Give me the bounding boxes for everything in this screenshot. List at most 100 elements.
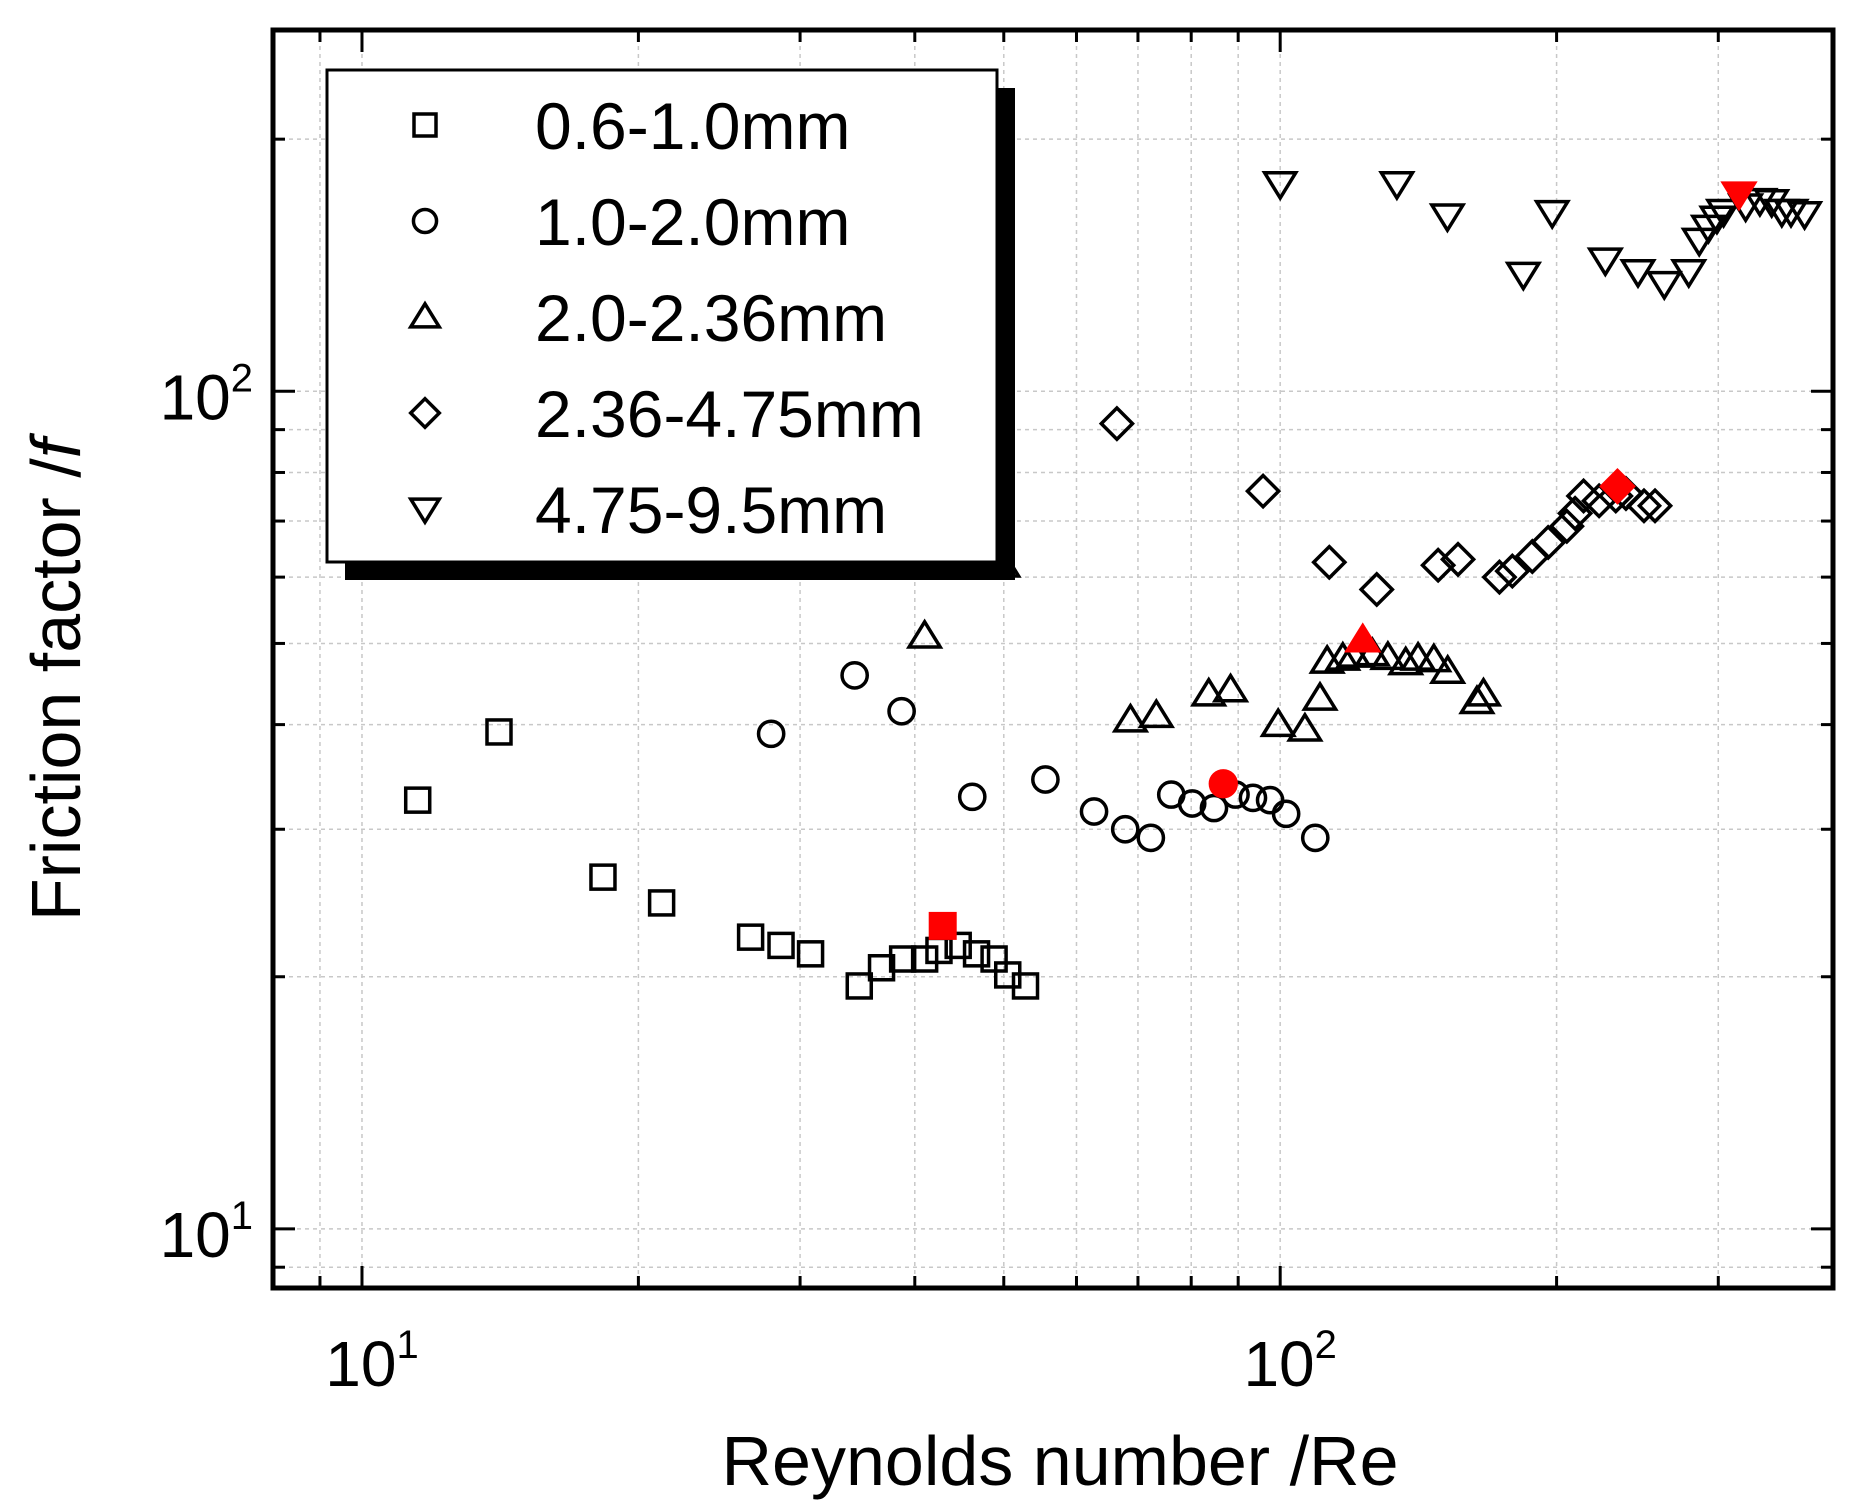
- data-point-3: [1098, 405, 1135, 442]
- data-point-3: [1420, 547, 1457, 584]
- data-point-1: [1238, 783, 1268, 813]
- data-point-4: [1698, 205, 1736, 236]
- data-point-1: [1271, 799, 1301, 829]
- data-point-1: [1199, 793, 1229, 823]
- data-point-2: [1369, 639, 1407, 671]
- data-point-4: [1704, 198, 1743, 230]
- legend-label-4: 4.75-9.5mm: [535, 473, 887, 547]
- data-point-2: [1286, 711, 1324, 742]
- legend-markers: [407, 112, 443, 526]
- data-point-1: [1079, 797, 1109, 826]
- data-point-0: [944, 931, 972, 960]
- highlight-point: [1720, 181, 1758, 212]
- data-point-0: [736, 923, 765, 951]
- data-point-1: [887, 696, 916, 726]
- data-point-0: [767, 931, 795, 960]
- data-point-2: [1387, 645, 1425, 676]
- data-point-0: [403, 786, 432, 814]
- data-point-1: [1255, 785, 1285, 815]
- data-point-4: [1785, 201, 1824, 232]
- data-point-2: [1324, 640, 1362, 671]
- legend-label-1: 1.0-2.0mm: [535, 185, 850, 259]
- highlight-point: [1208, 769, 1238, 799]
- data-point-3: [1358, 571, 1395, 608]
- data-point-0: [1011, 972, 1040, 1000]
- data-point-2: [1190, 676, 1228, 707]
- legend: 0.6-1.0mm 1.0-2.0mm 2.0-2.36mm 2.36-4.75…: [325, 68, 1015, 580]
- data-point-1: [957, 782, 987, 812]
- x-tick-label: 101: [325, 1323, 418, 1400]
- data-point-2: [905, 618, 944, 649]
- data-point-3: [1530, 524, 1567, 561]
- plot-frame: [270, 27, 1836, 1291]
- data-point-4: [1670, 258, 1708, 290]
- data-point-4: [1504, 261, 1543, 292]
- data-point-0: [962, 940, 991, 968]
- data-point-2: [1415, 642, 1453, 673]
- data-point-1: [840, 661, 870, 690]
- data-point-4: [1261, 171, 1299, 202]
- data-point-0: [888, 945, 917, 973]
- data-point-4: [1428, 203, 1467, 234]
- legend-marker-3: [408, 396, 442, 430]
- grid-lines: [272, 30, 1834, 1288]
- y-tick-label: 102: [160, 356, 253, 433]
- y-tick-label: 101: [160, 1194, 253, 1271]
- data-point-1: [1031, 765, 1060, 794]
- legend-marker-1: [411, 207, 439, 235]
- highlight-point: [1344, 622, 1382, 653]
- data-point-4: [1772, 198, 1810, 230]
- data-point-3: [1625, 487, 1663, 524]
- data-point-2: [1111, 702, 1150, 733]
- data-point-2: [1259, 706, 1297, 738]
- data-point-0: [845, 972, 874, 1000]
- data-point-1: [1136, 823, 1166, 853]
- data-point-0: [796, 940, 825, 968]
- data-point-3: [1548, 508, 1585, 545]
- x-tick-label: 102: [1243, 1323, 1336, 1400]
- data-point-2: [1137, 697, 1176, 729]
- data-point-4: [1533, 199, 1571, 231]
- y-axis-title-symbol: f: [17, 432, 95, 458]
- data-point-1: [756, 719, 786, 749]
- legend-marker-4: [407, 497, 443, 526]
- highlight-points: [928, 181, 1758, 940]
- data-point-3: [1245, 473, 1282, 510]
- highlight-point: [928, 911, 957, 940]
- y-axis-title: Friction factor /f: [17, 432, 95, 921]
- data-point-4: [1619, 258, 1657, 290]
- data-point-4: [1645, 270, 1683, 302]
- data-point-2: [1428, 653, 1467, 684]
- data-point-4: [1586, 247, 1625, 278]
- x-axis-title: Reynolds number /Re: [722, 1422, 1399, 1500]
- data-point-1: [1110, 814, 1140, 844]
- data-point-4: [1753, 188, 1791, 220]
- data-point-2: [1464, 676, 1503, 707]
- data-point-2: [1301, 680, 1339, 711]
- y-axis-title-main: Friction factor /: [17, 458, 95, 921]
- legend-label-0: 0.6-1.0mm: [535, 89, 850, 163]
- data-point-1: [1300, 823, 1330, 853]
- data-point-0: [647, 889, 676, 917]
- data-point-3: [1494, 553, 1531, 590]
- legend-label-2: 2.0-2.36mm: [535, 281, 887, 355]
- legend-label-3: 2.36-4.75mm: [535, 377, 924, 451]
- data-point-0: [589, 863, 617, 891]
- legend-box: [325, 68, 999, 564]
- data-point-3: [1514, 538, 1551, 575]
- data-point-3: [1481, 559, 1518, 596]
- data-point-0: [910, 945, 939, 973]
- legend-marker-0: [412, 112, 438, 138]
- legend-marker-2: [407, 300, 443, 329]
- data-point-3: [1311, 544, 1348, 581]
- highlight-point: [1599, 468, 1636, 505]
- tick-labels: 101 102 101 102: [160, 356, 1337, 1400]
- data-point-4: [1378, 171, 1416, 202]
- data-point-2: [1211, 672, 1250, 703]
- data-point-0: [867, 954, 896, 982]
- data-point-3: [1636, 487, 1674, 524]
- data-point-1: [1177, 789, 1207, 818]
- data-point-0: [485, 718, 513, 746]
- data-point-3: [1439, 541, 1477, 578]
